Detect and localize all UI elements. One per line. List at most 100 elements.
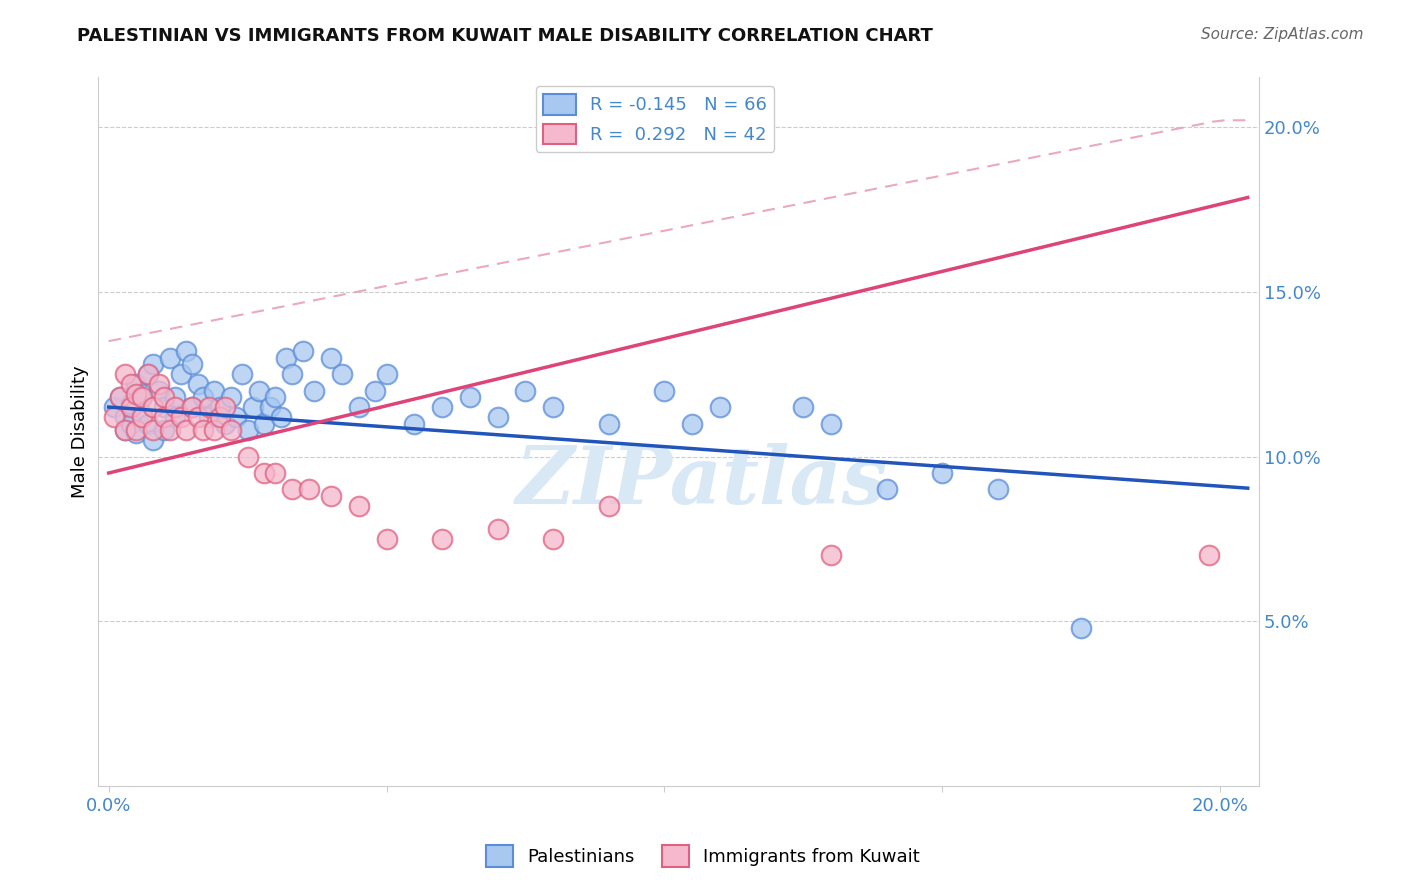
Point	[136, 417, 159, 431]
Point	[181, 357, 204, 371]
Point	[292, 344, 315, 359]
Point	[219, 390, 242, 404]
Point	[187, 376, 209, 391]
Point	[103, 409, 125, 424]
Point	[197, 400, 219, 414]
Point	[142, 423, 165, 437]
Point	[103, 400, 125, 414]
Point	[120, 400, 142, 414]
Point	[114, 423, 136, 437]
Point	[281, 483, 304, 497]
Point	[652, 384, 675, 398]
Point	[541, 400, 564, 414]
Point	[347, 400, 370, 414]
Point	[202, 384, 225, 398]
Point	[187, 409, 209, 424]
Point	[264, 390, 287, 404]
Point	[515, 384, 537, 398]
Point	[125, 423, 148, 437]
Point	[231, 367, 253, 381]
Point	[170, 367, 193, 381]
Text: PALESTINIAN VS IMMIGRANTS FROM KUWAIT MALE DISABILITY CORRELATION CHART: PALESTINIAN VS IMMIGRANTS FROM KUWAIT MA…	[77, 27, 934, 45]
Point	[165, 400, 187, 414]
Point	[430, 400, 453, 414]
Legend: R = -0.145   N = 66, R =  0.292   N = 42: R = -0.145 N = 66, R = 0.292 N = 42	[536, 87, 775, 152]
Point	[298, 483, 321, 497]
Point	[176, 344, 198, 359]
Point	[170, 409, 193, 424]
Point	[319, 351, 342, 365]
Point	[125, 387, 148, 401]
Point	[330, 367, 353, 381]
Point	[153, 423, 176, 437]
Point	[159, 351, 181, 365]
Point	[142, 357, 165, 371]
Point	[987, 483, 1010, 497]
Y-axis label: Male Disability: Male Disability	[72, 366, 89, 498]
Point	[1198, 549, 1220, 563]
Point	[681, 417, 703, 431]
Point	[281, 367, 304, 381]
Point	[375, 532, 398, 546]
Point	[120, 376, 142, 391]
Point	[125, 426, 148, 441]
Point	[486, 409, 509, 424]
Point	[820, 417, 842, 431]
Legend: Palestinians, Immigrants from Kuwait: Palestinians, Immigrants from Kuwait	[478, 838, 928, 874]
Point	[236, 423, 259, 437]
Point	[131, 390, 153, 404]
Point	[404, 417, 426, 431]
Point	[304, 384, 326, 398]
Point	[165, 390, 187, 404]
Point	[142, 433, 165, 447]
Point	[820, 549, 842, 563]
Point	[108, 390, 131, 404]
Point	[430, 532, 453, 546]
Point	[319, 489, 342, 503]
Point	[114, 367, 136, 381]
Point	[131, 409, 153, 424]
Point	[270, 409, 292, 424]
Point	[486, 522, 509, 536]
Point	[202, 423, 225, 437]
Point	[131, 387, 153, 401]
Point	[114, 409, 136, 424]
Point	[458, 390, 481, 404]
Point	[108, 390, 131, 404]
Point	[253, 417, 276, 431]
Point	[276, 351, 298, 365]
Point	[259, 400, 281, 414]
Point	[148, 376, 170, 391]
Point	[1070, 621, 1092, 635]
Point	[214, 400, 236, 414]
Text: Source: ZipAtlas.com: Source: ZipAtlas.com	[1201, 27, 1364, 42]
Point	[191, 423, 214, 437]
Point	[148, 384, 170, 398]
Point	[214, 417, 236, 431]
Point	[181, 400, 204, 414]
Point	[253, 466, 276, 480]
Point	[541, 532, 564, 546]
Point	[931, 466, 953, 480]
Point	[181, 400, 204, 414]
Point	[120, 417, 142, 431]
Point	[153, 390, 176, 404]
Point	[375, 367, 398, 381]
Point	[176, 423, 198, 437]
Point	[242, 400, 264, 414]
Point	[159, 423, 181, 437]
Point	[131, 407, 153, 421]
Point	[153, 400, 176, 414]
Point	[598, 417, 620, 431]
Point	[142, 400, 165, 414]
Point	[197, 409, 219, 424]
Point	[114, 423, 136, 437]
Point	[236, 450, 259, 464]
Point	[136, 367, 159, 381]
Text: ZIPatlas: ZIPatlas	[516, 442, 887, 520]
Point	[264, 466, 287, 480]
Point	[876, 483, 898, 497]
Point	[136, 367, 159, 381]
Point	[347, 499, 370, 513]
Point	[247, 384, 270, 398]
